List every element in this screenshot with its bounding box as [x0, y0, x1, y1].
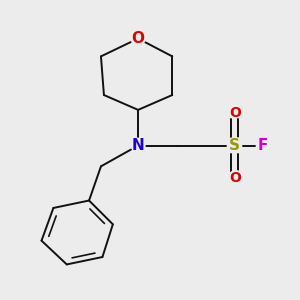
- Text: O: O: [229, 106, 241, 120]
- Text: O: O: [130, 29, 146, 48]
- Text: N: N: [132, 138, 145, 153]
- Text: O: O: [229, 171, 241, 185]
- Text: N: N: [130, 136, 146, 155]
- Text: F: F: [256, 136, 270, 155]
- Text: S: S: [229, 138, 240, 153]
- Text: S: S: [228, 136, 242, 155]
- Text: O: O: [227, 169, 242, 187]
- Text: O: O: [132, 31, 145, 46]
- Text: O: O: [227, 104, 242, 122]
- Text: F: F: [258, 138, 268, 153]
